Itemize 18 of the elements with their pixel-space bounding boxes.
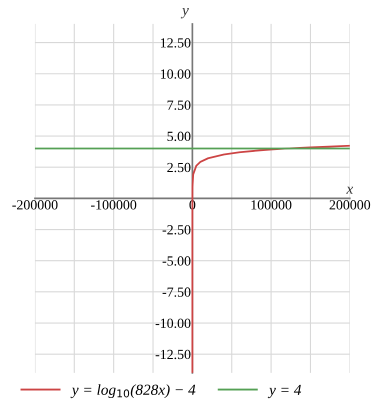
y-tick-label: -7.50 — [162, 287, 190, 297]
x-tick-label: -100000 — [91, 200, 136, 210]
y-tick-label: -12.50 — [156, 350, 190, 360]
y-tick-label: 12.50 — [160, 38, 190, 48]
y-tick-label: -2.50 — [162, 225, 190, 235]
y-tick-label: 2.50 — [167, 162, 190, 172]
x-axis-title: x — [346, 186, 354, 194]
legend-label: y = 4 — [268, 384, 302, 398]
y-tick-label: -10.00 — [156, 318, 190, 328]
y-axis-title: y — [180, 8, 189, 18]
y-tick-label: 5.00 — [167, 132, 190, 142]
x-tick-label: 200000 — [330, 200, 370, 210]
x-tick-label: 100000 — [251, 200, 292, 210]
x-tick-label: -200000 — [12, 200, 58, 210]
legend-label: y = log$_{10}$(828x) − 4 — [70, 384, 196, 398]
y-tick-label: -5.00 — [162, 256, 190, 266]
y-tick-label: 10.00 — [160, 69, 190, 79]
y-tick-label: 7.50 — [168, 100, 190, 110]
